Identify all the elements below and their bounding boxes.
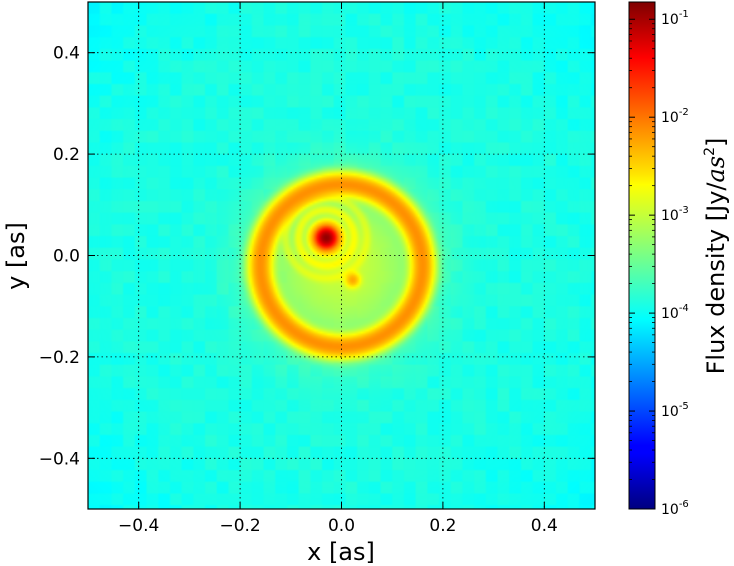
y-axis-label: y [as] <box>2 222 30 290</box>
x-tick-label: 0.4 <box>531 516 558 536</box>
heatmap-plot <box>88 2 595 509</box>
x-axis: −0.4 −0.2 0.0 0.2 0.4 <box>118 2 558 536</box>
y-tick-label: −0.4 <box>39 449 80 469</box>
x-tick-label: 0.2 <box>429 516 456 536</box>
y-tick-label: −0.2 <box>39 348 80 368</box>
colorbar-tick-label: 10-3 <box>661 205 689 224</box>
x-tick-label: −0.4 <box>118 516 159 536</box>
y-tick-label: 0.0 <box>53 247 80 267</box>
colorbar-tick-label: 10-4 <box>661 303 689 322</box>
x-tick-label: 0.0 <box>328 516 355 536</box>
y-axis: −0.4 −0.2 0.0 0.2 0.4 <box>39 44 595 469</box>
grid-lines <box>88 2 595 509</box>
colorbar-ticks: 10-6 10-5 10-4 10-3 10-2 10-1 <box>629 9 689 518</box>
colorbar: 10-6 10-5 10-4 10-3 10-2 10-1 Flux density [J… <box>628 1 730 518</box>
colorbar-label-exp: 2 <box>702 147 718 156</box>
colorbar-label-suffix: ] <box>702 138 730 147</box>
y-tick-label: 0.4 <box>53 44 80 64</box>
x-axis-label: x [as] <box>307 538 375 566</box>
y-tick-label: 0.2 <box>53 145 80 165</box>
colorbar-tick-label: 10-5 <box>661 401 689 420</box>
colorbar-label-unit: as <box>702 156 730 183</box>
colorbar-label: Flux density [Jy/as2] <box>702 138 730 375</box>
colorbar-label-prefix: Flux density [Jy/ <box>702 182 730 375</box>
colorbar-tick-label: 10-1 <box>661 9 689 28</box>
x-tick-label: −0.2 <box>219 516 260 536</box>
colorbar-tick-label: 10-2 <box>661 107 689 126</box>
colorbar-tick-label: 10-6 <box>661 499 689 518</box>
colorbar-gradient <box>628 1 656 510</box>
